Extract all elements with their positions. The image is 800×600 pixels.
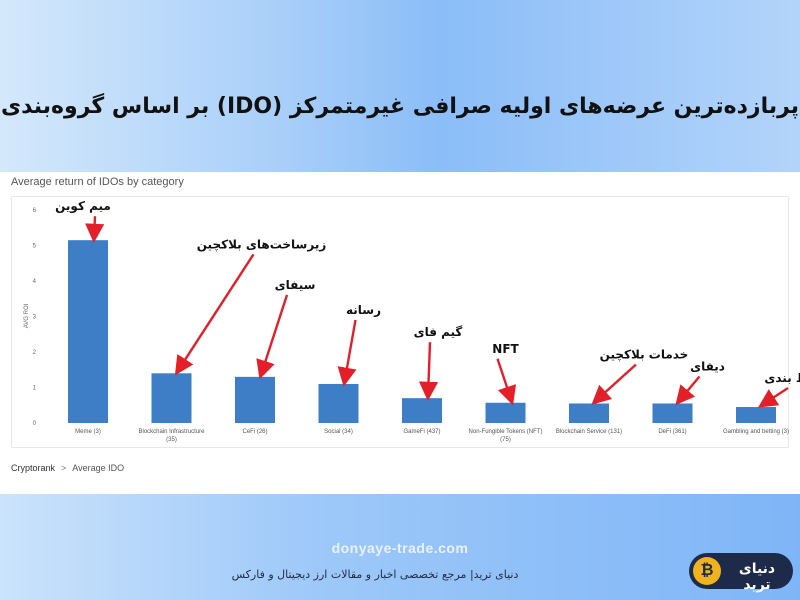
x-tick-label: Meme (3) <box>75 429 101 435</box>
bar <box>151 373 192 423</box>
annotation-label: سیفای <box>275 278 316 292</box>
chart-panel <box>0 172 800 494</box>
bar <box>402 398 442 423</box>
y-tick-label: 5 <box>33 244 37 250</box>
x-tick-label: Non-Fungible Tokens (NFT) (75) <box>469 429 543 443</box>
y-tick-label: 0 <box>33 421 37 427</box>
annotation-arrow <box>85 216 105 243</box>
annotation-arrow <box>174 253 255 376</box>
chart-title: Average return of IDOs by category <box>11 176 184 188</box>
x-tick-label: CeFi (26) <box>242 429 267 435</box>
site-url[interactable]: donyaye-trade.com <box>331 540 469 556</box>
annotation-arrow <box>591 363 637 405</box>
y-tick-label: 4 <box>33 279 37 285</box>
logo-text: دنیای ترید <box>738 561 776 593</box>
annotation-arrow <box>675 375 701 406</box>
bar <box>569 403 609 423</box>
y-tick-label: 6 <box>33 208 37 214</box>
x-tick-label: Gambling and betting (3) <box>723 429 789 435</box>
y-tick-label: 1 <box>33 386 37 392</box>
breadcrumb-current: Average IDO <box>72 463 125 473</box>
header-banner <box>0 0 800 172</box>
bitcoin-icon: ₿ <box>693 557 721 585</box>
bar <box>68 240 108 423</box>
annotation-label: میم کوین <box>55 199 111 214</box>
x-tick-label: Blockchain Infrastructure (35) <box>138 429 205 443</box>
bar <box>652 403 693 423</box>
bar <box>235 376 275 423</box>
footer-banner <box>0 494 800 600</box>
y-axis-label: AVG ROI <box>24 303 30 328</box>
breadcrumb-source-link[interactable]: Cryptorank <box>11 463 56 473</box>
chart-frame <box>11 196 789 448</box>
y-tick-label: 2 <box>33 350 37 356</box>
annotation-arrow <box>256 294 289 380</box>
bar <box>485 402 526 423</box>
breadcrumb: Cryptorank > Average IDO <box>11 463 124 473</box>
x-tick-label: Blockchain Service (131) <box>556 429 622 435</box>
bar <box>736 407 776 423</box>
y-tick-label: 3 <box>33 315 37 321</box>
annotation-arrow <box>418 342 439 401</box>
annotation-label: دیفای <box>690 359 725 373</box>
annotation-label: شرط بندی <box>764 371 800 385</box>
annotation-label: گیم فای <box>414 325 463 339</box>
breadcrumb-separator: > <box>61 463 67 473</box>
x-tick-label: DeFi (361) <box>658 429 686 435</box>
annotation-arrow <box>337 319 357 387</box>
brand-logo[interactable]: ₿ دنیای ترید <box>689 553 793 593</box>
annotation-label: NFT <box>492 342 519 356</box>
annotation-arrow <box>496 358 517 406</box>
annotation-arrow <box>757 387 789 408</box>
footer-tagline: دنیای ترید| مرجع تخصصی اخبار و مقالات ار… <box>231 568 519 581</box>
annotation-label: خدمات بلاکچین <box>600 347 689 361</box>
x-tick-label: GameFi (437) <box>403 429 440 435</box>
bar <box>318 383 359 423</box>
x-tick-label: Social (34) <box>324 429 353 435</box>
annotation-label: زیرساخت‌های بلاکچین <box>197 237 327 251</box>
annotation-label: رسانه <box>346 303 381 317</box>
page-title: پربازده‌ترین عرضه‌های اولیه صرافی غیرمتم… <box>0 94 800 119</box>
